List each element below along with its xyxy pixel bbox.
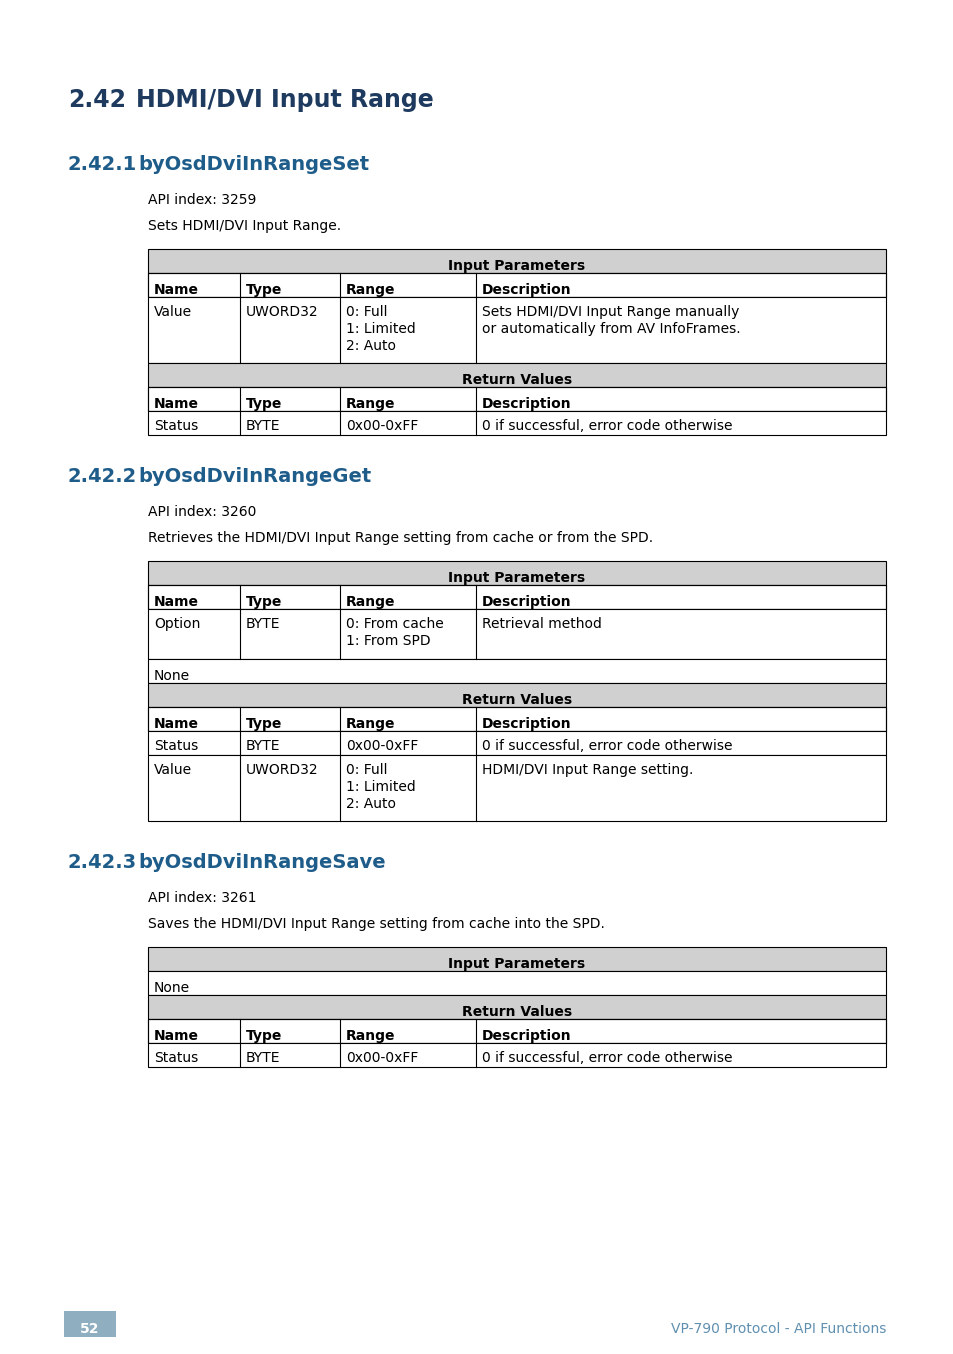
Text: 0 if successful, error code otherwise: 0 if successful, error code otherwise	[481, 418, 732, 433]
Text: Value: Value	[153, 305, 192, 320]
Text: Range: Range	[346, 1029, 395, 1043]
Bar	[148, 707, 885, 731]
Bar	[148, 561, 885, 585]
Bar	[148, 412, 885, 435]
Bar	[148, 659, 885, 682]
Text: 0: Full: 0: Full	[346, 764, 387, 777]
Text: Range: Range	[346, 594, 395, 609]
Text: Description: Description	[481, 397, 571, 412]
Bar	[148, 249, 885, 274]
Bar	[148, 682, 885, 707]
Text: or automatically from AV InfoFrames.: or automatically from AV InfoFrames.	[481, 322, 740, 336]
Text: Sets HDMI/DVI Input Range manually: Sets HDMI/DVI Input Range manually	[481, 305, 739, 320]
Text: 1: Limited: 1: Limited	[346, 780, 416, 793]
Text: 0x00-0xFF: 0x00-0xFF	[346, 1051, 418, 1066]
Text: BYTE: BYTE	[246, 1051, 280, 1066]
Text: 0 if successful, error code otherwise: 0 if successful, error code otherwise	[481, 1051, 732, 1066]
Text: Status: Status	[153, 418, 198, 433]
Text: Range: Range	[346, 718, 395, 731]
Text: UWORD32: UWORD32	[246, 305, 318, 320]
Bar	[148, 946, 885, 971]
Text: API index: 3261: API index: 3261	[148, 891, 256, 904]
Text: 2.42.3: 2.42.3	[68, 853, 137, 872]
Text: BYTE: BYTE	[246, 418, 280, 433]
Text: Description: Description	[481, 283, 571, 297]
Text: Return Values: Return Values	[461, 1005, 572, 1020]
Bar	[148, 274, 885, 297]
Text: BYTE: BYTE	[246, 617, 280, 631]
Text: Description: Description	[481, 594, 571, 609]
Text: Type: Type	[246, 1029, 282, 1043]
Bar	[148, 1020, 885, 1043]
Text: Name: Name	[153, 397, 199, 412]
Text: Name: Name	[153, 718, 199, 731]
Text: 0: Full: 0: Full	[346, 305, 387, 320]
Text: 0 if successful, error code otherwise: 0 if successful, error code otherwise	[481, 739, 732, 753]
Text: byOsdDviInRangeSet: byOsdDviInRangeSet	[138, 154, 369, 175]
Bar	[148, 297, 885, 363]
Text: Range: Range	[346, 283, 395, 297]
Text: API index: 3260: API index: 3260	[148, 505, 256, 519]
Text: 0: From cache: 0: From cache	[346, 617, 443, 631]
Text: Return Values: Return Values	[461, 693, 572, 707]
Bar	[148, 756, 885, 821]
Text: byOsdDviInRangeSave: byOsdDviInRangeSave	[138, 853, 385, 872]
Text: Input Parameters: Input Parameters	[448, 259, 585, 274]
Bar	[148, 1020, 885, 1043]
Bar	[148, 995, 885, 1020]
Text: Status: Status	[153, 1051, 198, 1066]
Text: Name: Name	[153, 1029, 199, 1043]
Text: Input Parameters: Input Parameters	[448, 957, 585, 971]
Text: Retrieval method: Retrieval method	[481, 617, 601, 631]
Text: 2.42.2: 2.42.2	[68, 467, 137, 486]
Text: None: None	[153, 982, 190, 995]
Bar	[148, 707, 885, 731]
Text: 2: Auto: 2: Auto	[346, 798, 395, 811]
Text: Status: Status	[153, 739, 198, 753]
Text: HDMI/DVI Input Range setting.: HDMI/DVI Input Range setting.	[481, 764, 693, 777]
Bar	[64, 1311, 116, 1336]
Text: UWORD32: UWORD32	[246, 764, 318, 777]
Text: None: None	[153, 669, 190, 682]
Text: Name: Name	[153, 594, 199, 609]
Text: HDMI/DVI Input Range: HDMI/DVI Input Range	[136, 88, 434, 112]
Bar	[148, 363, 885, 387]
Text: 0x00-0xFF: 0x00-0xFF	[346, 739, 418, 753]
Text: Name: Name	[153, 283, 199, 297]
Text: Type: Type	[246, 283, 282, 297]
Text: 1: From SPD: 1: From SPD	[346, 634, 430, 649]
Text: Sets HDMI/DVI Input Range.: Sets HDMI/DVI Input Range.	[148, 219, 341, 233]
Text: Retrieves the HDMI/DVI Input Range setting from cache or from the SPD.: Retrieves the HDMI/DVI Input Range setti…	[148, 531, 653, 546]
Bar	[148, 731, 885, 756]
Bar	[148, 971, 885, 995]
Text: Range: Range	[346, 397, 395, 412]
Bar	[148, 274, 885, 297]
Bar	[148, 1043, 885, 1067]
Text: 52: 52	[80, 1322, 100, 1336]
Text: byOsdDviInRangeGet: byOsdDviInRangeGet	[138, 467, 371, 486]
Text: 1: Limited: 1: Limited	[346, 322, 416, 336]
Text: Option: Option	[153, 617, 200, 631]
Text: VP-790 Protocol - API Functions: VP-790 Protocol - API Functions	[670, 1322, 885, 1336]
Text: Type: Type	[246, 594, 282, 609]
Text: BYTE: BYTE	[246, 739, 280, 753]
Text: 2.42: 2.42	[68, 88, 126, 112]
Text: Description: Description	[481, 718, 571, 731]
Text: Type: Type	[246, 718, 282, 731]
Text: 0x00-0xFF: 0x00-0xFF	[346, 418, 418, 433]
Text: Type: Type	[246, 397, 282, 412]
Text: Value: Value	[153, 764, 192, 777]
Bar	[148, 387, 885, 412]
Text: 2.42.1: 2.42.1	[68, 154, 137, 175]
Bar	[148, 585, 885, 609]
Bar	[148, 387, 885, 412]
Bar	[148, 609, 885, 659]
Bar	[148, 585, 885, 609]
Text: 2: Auto: 2: Auto	[346, 338, 395, 353]
Text: Description: Description	[481, 1029, 571, 1043]
Text: API index: 3259: API index: 3259	[148, 194, 256, 207]
Text: Input Parameters: Input Parameters	[448, 571, 585, 585]
Text: Saves the HDMI/DVI Input Range setting from cache into the SPD.: Saves the HDMI/DVI Input Range setting f…	[148, 917, 604, 932]
Text: Return Values: Return Values	[461, 372, 572, 387]
